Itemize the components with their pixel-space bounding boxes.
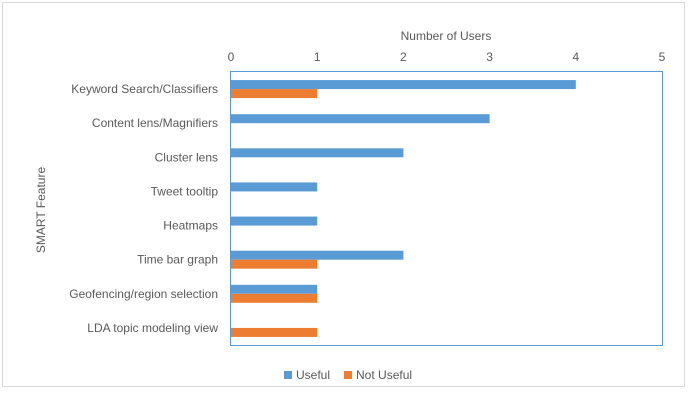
category-label: Time bar graph [137, 253, 218, 267]
category-label: Heatmaps [163, 219, 218, 233]
x-tick-label: 2 [400, 50, 407, 64]
bar-not-useful [231, 259, 318, 269]
bar-not-useful [231, 293, 318, 303]
bar-useful [231, 80, 576, 90]
x-tick-label: 3 [486, 50, 493, 64]
legend: Useful Not Useful [284, 368, 412, 382]
bar-useful [231, 216, 318, 226]
bar-useful [231, 284, 318, 294]
x-tick-label: 4 [572, 50, 579, 64]
category-label: LDA topic modeling view [87, 321, 218, 335]
plot-area [230, 71, 663, 346]
x-tick-label: 1 [314, 50, 321, 64]
category-label: Tweet tooltip [151, 184, 219, 198]
bar-useful [231, 182, 318, 192]
bar-marks [231, 80, 576, 337]
x-axis-title: Number of Users [401, 29, 492, 43]
category-label: Geofencing/region selection [69, 287, 218, 301]
legend-label: Useful [296, 368, 330, 382]
bar-not-useful [231, 327, 318, 337]
category-label: Cluster lens [155, 150, 218, 164]
bar-useful [231, 148, 404, 158]
chart-frame: Number of Users SMART Feature 0 1 2 3 4 5 Key… [2, 2, 685, 387]
y-axis-title: SMART Feature [34, 167, 48, 254]
bar-useful [231, 250, 404, 260]
category-labels: Keyword Search/Classifiers Content lens/M… [69, 82, 218, 335]
legend-swatch [344, 371, 353, 379]
x-tick-label: 5 [659, 50, 666, 64]
legend-swatch [284, 371, 292, 379]
category-label: Keyword Search/Classifiers [71, 82, 218, 96]
bar-not-useful [231, 89, 318, 99]
category-label: Content lens/Magnifiers [92, 116, 218, 130]
bar-chart: Number of Users SMART Feature 0 1 2 3 4 5 Key… [34, 29, 666, 382]
x-tick-label: 0 [228, 50, 235, 64]
bar-useful [231, 114, 490, 124]
legend-label: Not Useful [356, 368, 412, 382]
x-axis-ticks: 0 1 2 3 4 5 [228, 50, 666, 64]
